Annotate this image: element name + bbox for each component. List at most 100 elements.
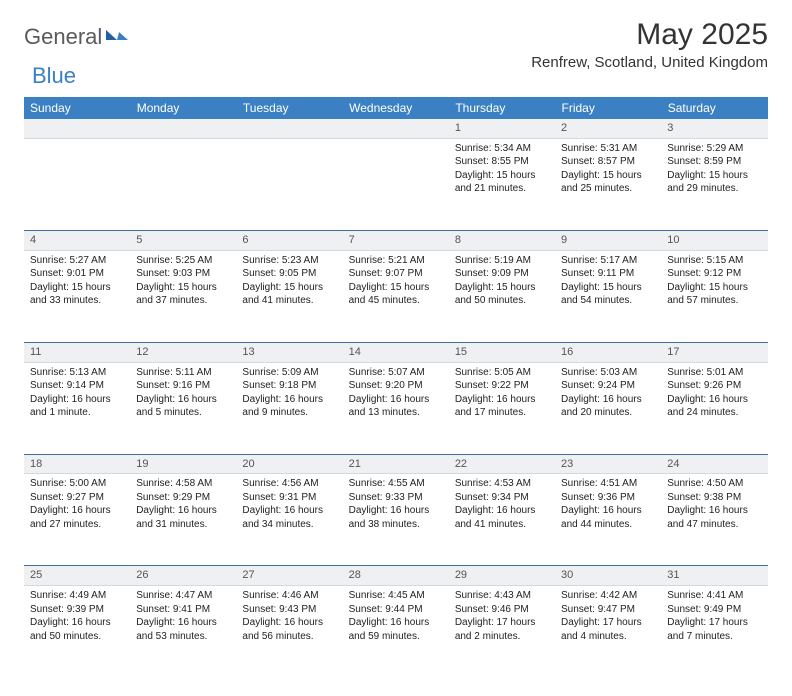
daylight-line: Daylight: 16 hours and 27 minutes. (30, 504, 124, 531)
sunrise-line: Sunrise: 4:51 AM (561, 477, 655, 491)
daylight-line: Daylight: 16 hours and 1 minute. (30, 393, 124, 420)
day-number-cell: 27 (236, 566, 342, 586)
day-details: Sunrise: 5:17 AMSunset: 9:11 PMDaylight:… (555, 251, 661, 312)
sunrise-line: Sunrise: 5:01 AM (667, 366, 761, 380)
sunset-line: Sunset: 9:24 PM (561, 379, 655, 393)
sunrise-line: Sunrise: 4:46 AM (242, 589, 336, 603)
day-details: Sunrise: 4:46 AMSunset: 9:43 PMDaylight:… (236, 586, 342, 647)
day-details: Sunrise: 5:00 AMSunset: 9:27 PMDaylight:… (24, 474, 130, 535)
calendar-head: SundayMondayTuesdayWednesdayThursdayFrid… (24, 97, 768, 119)
day-content-cell: Sunrise: 4:58 AMSunset: 9:29 PMDaylight:… (130, 474, 236, 566)
day-number-cell: 3 (661, 119, 767, 138)
sunset-line: Sunset: 8:57 PM (561, 155, 655, 169)
day-header: Friday (555, 97, 661, 119)
daylight-line: Daylight: 15 hours and 57 minutes. (667, 281, 761, 308)
day-number-cell: 29 (449, 566, 555, 586)
sunrise-line: Sunrise: 5:19 AM (455, 254, 549, 268)
calendar-page: General May 2025 Renfrew, Scotland, Unit… (0, 0, 792, 696)
day-number-cell: 11 (24, 342, 130, 362)
day-number-cell: 2 (555, 119, 661, 138)
day-details: Sunrise: 4:55 AMSunset: 9:33 PMDaylight:… (343, 474, 449, 535)
day-number-cell: 17 (661, 342, 767, 362)
day-details: Sunrise: 5:03 AMSunset: 9:24 PMDaylight:… (555, 363, 661, 424)
sunrise-line: Sunrise: 4:53 AM (455, 477, 549, 491)
day-content-cell: Sunrise: 5:25 AMSunset: 9:03 PMDaylight:… (130, 250, 236, 342)
sunrise-line: Sunrise: 5:03 AM (561, 366, 655, 380)
sunset-line: Sunset: 9:43 PM (242, 603, 336, 617)
brand-flag-icon (106, 26, 128, 49)
day-details: Sunrise: 5:27 AMSunset: 9:01 PMDaylight:… (24, 251, 130, 312)
day-details: Sunrise: 5:23 AMSunset: 9:05 PMDaylight:… (236, 251, 342, 312)
day-details: Sunrise: 5:05 AMSunset: 9:22 PMDaylight:… (449, 363, 555, 424)
sunrise-line: Sunrise: 5:21 AM (349, 254, 443, 268)
sunset-line: Sunset: 9:49 PM (667, 603, 761, 617)
day-content-cell: Sunrise: 4:55 AMSunset: 9:33 PMDaylight:… (343, 474, 449, 566)
daylight-line: Daylight: 16 hours and 34 minutes. (242, 504, 336, 531)
day-details: Sunrise: 5:34 AMSunset: 8:55 PMDaylight:… (449, 139, 555, 200)
sunset-line: Sunset: 9:03 PM (136, 267, 230, 281)
day-content-cell: Sunrise: 5:01 AMSunset: 9:26 PMDaylight:… (661, 362, 767, 454)
brand-logo: General (24, 24, 130, 50)
daylight-line: Daylight: 15 hours and 29 minutes. (667, 169, 761, 196)
day-content-cell: Sunrise: 5:29 AMSunset: 8:59 PMDaylight:… (661, 138, 767, 230)
sunrise-line: Sunrise: 5:09 AM (242, 366, 336, 380)
day-number-cell: 23 (555, 454, 661, 474)
sunset-line: Sunset: 9:07 PM (349, 267, 443, 281)
sunset-line: Sunset: 9:29 PM (136, 491, 230, 505)
day-header: Tuesday (236, 97, 342, 119)
content-row: Sunrise: 5:00 AMSunset: 9:27 PMDaylight:… (24, 474, 768, 566)
day-number-cell: 15 (449, 342, 555, 362)
day-content-cell: Sunrise: 5:07 AMSunset: 9:20 PMDaylight:… (343, 362, 449, 454)
day-content-cell: Sunrise: 5:05 AMSunset: 9:22 PMDaylight:… (449, 362, 555, 454)
brand-blue: Blue (32, 63, 76, 88)
sunrise-line: Sunrise: 4:47 AM (136, 589, 230, 603)
daylight-line: Daylight: 16 hours and 53 minutes. (136, 616, 230, 643)
day-details: Sunrise: 5:13 AMSunset: 9:14 PMDaylight:… (24, 363, 130, 424)
day-details: Sunrise: 4:50 AMSunset: 9:38 PMDaylight:… (661, 474, 767, 535)
day-content-cell: Sunrise: 4:49 AMSunset: 9:39 PMDaylight:… (24, 586, 130, 678)
day-details: Sunrise: 4:43 AMSunset: 9:46 PMDaylight:… (449, 586, 555, 647)
sunrise-line: Sunrise: 5:11 AM (136, 366, 230, 380)
sunset-line: Sunset: 9:38 PM (667, 491, 761, 505)
sunset-line: Sunset: 9:09 PM (455, 267, 549, 281)
day-details: Sunrise: 4:47 AMSunset: 9:41 PMDaylight:… (130, 586, 236, 647)
day-number-cell: 19 (130, 454, 236, 474)
day-number-cell (236, 119, 342, 138)
day-content-cell: Sunrise: 4:42 AMSunset: 9:47 PMDaylight:… (555, 586, 661, 678)
day-number-cell (130, 119, 236, 138)
sunrise-line: Sunrise: 4:42 AM (561, 589, 655, 603)
daynum-row: 45678910 (24, 230, 768, 250)
day-number-cell: 13 (236, 342, 342, 362)
daylight-line: Daylight: 16 hours and 44 minutes. (561, 504, 655, 531)
sunset-line: Sunset: 9:31 PM (242, 491, 336, 505)
day-details: Sunrise: 4:49 AMSunset: 9:39 PMDaylight:… (24, 586, 130, 647)
daylight-line: Daylight: 16 hours and 20 minutes. (561, 393, 655, 420)
sunrise-line: Sunrise: 5:13 AM (30, 366, 124, 380)
day-content-cell: Sunrise: 4:53 AMSunset: 9:34 PMDaylight:… (449, 474, 555, 566)
sunset-line: Sunset: 9:47 PM (561, 603, 655, 617)
daylight-line: Daylight: 16 hours and 13 minutes. (349, 393, 443, 420)
daylight-line: Daylight: 16 hours and 56 minutes. (242, 616, 336, 643)
daylight-line: Daylight: 16 hours and 5 minutes. (136, 393, 230, 420)
daynum-row: 25262728293031 (24, 566, 768, 586)
day-number-cell: 7 (343, 230, 449, 250)
day-details: Sunrise: 4:58 AMSunset: 9:29 PMDaylight:… (130, 474, 236, 535)
day-content-cell (24, 138, 130, 230)
daylight-line: Daylight: 15 hours and 41 minutes. (242, 281, 336, 308)
daylight-line: Daylight: 16 hours and 31 minutes. (136, 504, 230, 531)
day-number-cell: 28 (343, 566, 449, 586)
sunrise-line: Sunrise: 5:25 AM (136, 254, 230, 268)
day-details: Sunrise: 5:11 AMSunset: 9:16 PMDaylight:… (130, 363, 236, 424)
content-row: Sunrise: 5:34 AMSunset: 8:55 PMDaylight:… (24, 138, 768, 230)
daylight-line: Daylight: 17 hours and 2 minutes. (455, 616, 549, 643)
daylight-line: Daylight: 16 hours and 17 minutes. (455, 393, 549, 420)
daylight-line: Daylight: 16 hours and 59 minutes. (349, 616, 443, 643)
content-row: Sunrise: 5:13 AMSunset: 9:14 PMDaylight:… (24, 362, 768, 454)
calendar-body: 123Sunrise: 5:34 AMSunset: 8:55 PMDaylig… (24, 119, 768, 678)
day-number-cell: 14 (343, 342, 449, 362)
sunset-line: Sunset: 9:46 PM (455, 603, 549, 617)
day-content-cell: Sunrise: 4:43 AMSunset: 9:46 PMDaylight:… (449, 586, 555, 678)
sunset-line: Sunset: 9:33 PM (349, 491, 443, 505)
day-number-cell (24, 119, 130, 138)
sunrise-line: Sunrise: 4:45 AM (349, 589, 443, 603)
